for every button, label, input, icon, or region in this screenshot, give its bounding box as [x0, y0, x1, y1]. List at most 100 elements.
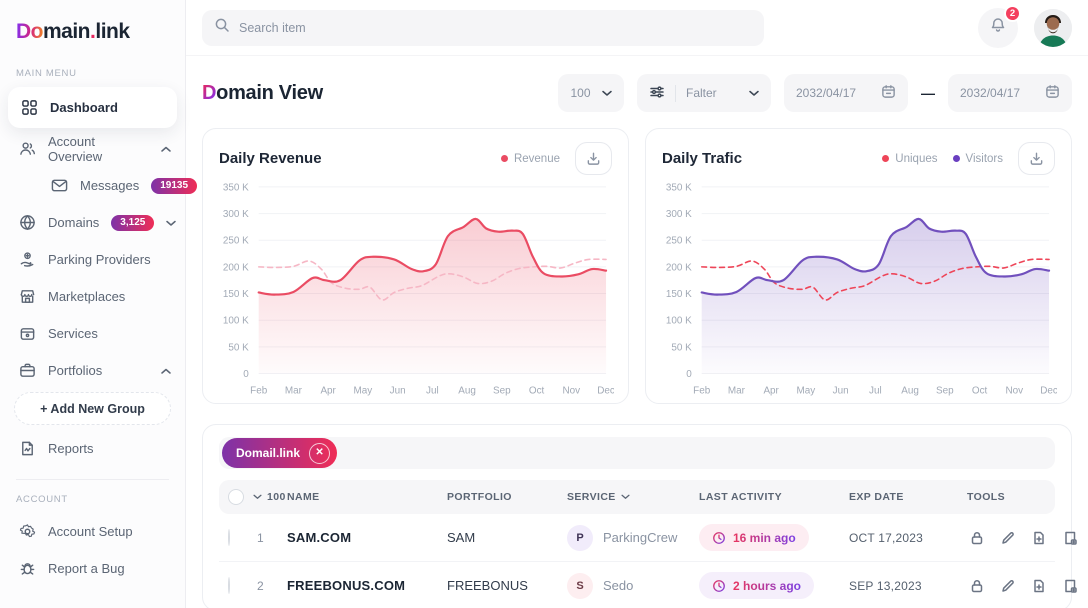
- column-header-label: LAST ACTIVITY: [699, 491, 782, 504]
- column-header-label: SERVICE: [567, 491, 616, 504]
- sidebar-item-parking-providers[interactable]: Parking Providers: [0, 241, 185, 278]
- sidebar-section-main-menu: MAIN MENU: [16, 68, 77, 79]
- daily-revenue-chart: 350 K 300 K 250 K 200 K 150 K 100 K 50 K 0 Feb Ma…: [217, 177, 614, 399]
- date-from-input[interactable]: 2032/04/17: [784, 74, 908, 112]
- column-header-service[interactable]: SERVICE: [567, 491, 699, 503]
- page-title-accent: D: [202, 81, 217, 104]
- page-size-select[interactable]: 100: [558, 74, 624, 112]
- svg-text:0: 0: [686, 369, 692, 380]
- sidebar-item-report-a-bug[interactable]: Report a Bug: [0, 550, 185, 587]
- sidebar-item-label: Portfolios: [48, 363, 103, 378]
- sidebar-item-label: Services: [48, 326, 98, 341]
- file-add-icon[interactable]: [1029, 576, 1049, 596]
- sidebar-item-label: Reports: [48, 441, 94, 456]
- file-export-icon[interactable]: [1060, 576, 1080, 596]
- active-filters-bar: Domail.link ✕: [219, 437, 1055, 470]
- sidebar-item-domains[interactable]: Domains 3,125: [0, 204, 185, 241]
- sidebar-item-account-overview[interactable]: Account Overview: [0, 130, 185, 167]
- box-icon: [18, 325, 36, 343]
- filter-chip-domail-link[interactable]: Domail.link ✕: [222, 438, 338, 469]
- sidebar-item-reports[interactable]: Reports: [0, 430, 185, 467]
- svg-text:200 K: 200 K: [666, 262, 692, 273]
- bug-icon: [18, 560, 36, 578]
- lock-icon[interactable]: [967, 528, 987, 548]
- svg-text:200 K: 200 K: [223, 262, 249, 273]
- page-head: Domain View 100 Falter 2032/04/17: [202, 74, 1072, 112]
- calendar-icon: [881, 84, 896, 102]
- svg-text:300 K: 300 K: [223, 209, 249, 220]
- date-to-input[interactable]: 2032/04/17: [948, 74, 1072, 112]
- portfolio-name: SAM: [447, 530, 476, 546]
- sidebar-item-label: Messages: [80, 178, 140, 193]
- daily-trafic-card: Daily Trafic Uniques Visitors 350 K 300 K…: [645, 128, 1072, 405]
- domain-name: SAM.COM: [287, 530, 352, 546]
- mail-icon: [50, 177, 68, 195]
- sidebar-item-portfolios[interactable]: Portfolios: [0, 352, 185, 389]
- sidebar-item-marketplaces[interactable]: Marketplaces: [0, 278, 185, 315]
- svg-text:Nov: Nov: [563, 385, 581, 396]
- chart-title: Daily Revenue: [219, 150, 322, 167]
- svg-text:300 K: 300 K: [666, 209, 692, 220]
- table-header-row: 100 NAME PORTFOLIO SERVICE LAST ACTIVITY…: [219, 480, 1055, 515]
- sidebar-item-label: Parking Providers: [48, 252, 151, 267]
- lock-icon[interactable]: [967, 576, 987, 596]
- row-index: 1: [257, 530, 264, 545]
- app-logo[interactable]: Domain.link: [0, 14, 185, 56]
- svg-text:100 K: 100 K: [223, 316, 249, 327]
- download-chart-button[interactable]: [575, 142, 612, 175]
- sidebar-item-label: Account Overview: [48, 133, 103, 164]
- sidebar-item-account-setup[interactable]: Account Setup: [0, 513, 185, 550]
- remove-filter-icon[interactable]: ✕: [309, 442, 331, 464]
- svg-text:Nov: Nov: [1006, 385, 1024, 396]
- file-add-icon[interactable]: [1029, 528, 1049, 548]
- sidebar-item-dashboard[interactable]: Dashboard: [8, 87, 177, 128]
- search-icon: [214, 17, 230, 38]
- file-export-icon[interactable]: [1060, 528, 1080, 548]
- notifications-button[interactable]: 2: [978, 4, 1021, 48]
- search-input[interactable]: [239, 20, 752, 35]
- column-header-label: NAME: [287, 491, 320, 504]
- table-row[interactable]: 1 SAM.COM SAM P ParkingCrew 16 min ago O…: [219, 514, 1077, 563]
- add-new-group-button[interactable]: + Add New Group: [14, 392, 171, 425]
- user-avatar[interactable]: [1034, 8, 1072, 47]
- logo-part1: main: [43, 20, 91, 43]
- select-all-checkbox[interactable]: [228, 489, 244, 506]
- date-from-value: 2032/04/17: [796, 86, 857, 100]
- svg-text:Oct: Oct: [972, 385, 988, 396]
- svg-text:150 K: 150 K: [666, 289, 692, 300]
- sidebar-item-messages[interactable]: Messages 19135: [0, 167, 198, 204]
- service-cell: P ParkingCrew: [567, 524, 699, 551]
- edit-icon[interactable]: [998, 576, 1018, 596]
- chevron-down-icon: [749, 86, 759, 100]
- svg-text:May: May: [797, 385, 816, 396]
- last-activity-text: 16 min ago: [733, 530, 796, 545]
- sidebar-item-services[interactable]: Services: [0, 315, 185, 352]
- filter-dropdown[interactable]: Falter: [637, 74, 771, 112]
- column-header-portfolio: PORTFOLIO: [447, 491, 567, 503]
- row-checkbox[interactable]: [228, 529, 230, 547]
- download-chart-button[interactable]: [1018, 142, 1055, 175]
- daily-revenue-card-head: Daily Revenue Revenue: [217, 142, 614, 177]
- hand-coin-icon: [18, 251, 36, 269]
- domains-table-card: Domail.link ✕ 100 NAME PORTFOLIO SERVICE…: [202, 424, 1077, 608]
- last-activity-pill: 16 min ago: [699, 524, 809, 552]
- exp-date: OCT 17,2023: [849, 530, 924, 545]
- page-title: Domain View: [202, 82, 323, 105]
- table-row[interactable]: 2 FREEBONUS.COM FREEBONUS S Sedo 2 hours…: [219, 562, 1077, 608]
- main-area: 2 Domain View 100 Falter: [186, 0, 1088, 608]
- legend-label: Visitors: [965, 152, 1004, 165]
- filter-chip-label: Domail.link: [236, 446, 301, 461]
- chevron-up-icon: [161, 363, 171, 378]
- row-checkbox[interactable]: [228, 577, 230, 595]
- tools-cell: [967, 576, 1080, 596]
- sidebar-item-label: Report a Bug: [48, 561, 125, 576]
- edit-icon[interactable]: [998, 528, 1018, 548]
- chevron-down-icon: [601, 86, 612, 100]
- column-header-count[interactable]: 100: [253, 491, 287, 503]
- topbar-right: 2: [978, 4, 1072, 48]
- search-bar[interactable]: [202, 9, 764, 46]
- sidebar-item-label: Account Setup: [48, 524, 133, 539]
- svg-text:Apr: Apr: [320, 385, 336, 396]
- page-content: Domain View 100 Falter 2032/04/17: [186, 56, 1088, 608]
- legend-label: Revenue: [513, 152, 560, 165]
